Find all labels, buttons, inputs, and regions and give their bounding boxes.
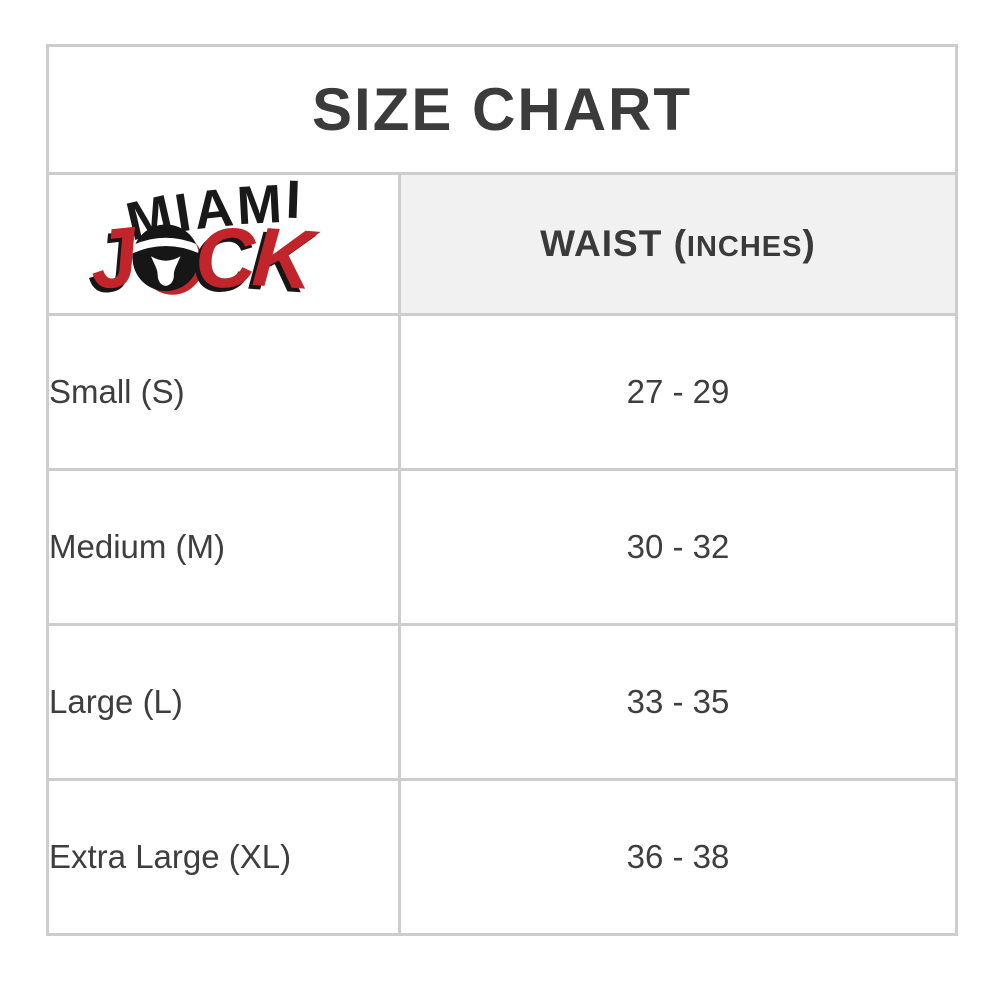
waist-unit-label: INCHES [686,231,803,263]
waist-range: 33 - 35 [398,623,958,781]
size-label: Medium (M) [46,468,401,626]
table-row: Medium (M) 30 - 32 [46,468,958,626]
jockstrap-icon [131,223,205,297]
logo-word-jock: J CK [85,208,317,308]
size-chart-table: SIZE CHART MIAMI J [46,44,958,936]
logo-letter: J [84,208,142,308]
size-chart: SIZE CHART MIAMI J [46,44,958,936]
miami-jock-logo: MIAMI J CK [85,170,360,308]
table-row: Large (L) 33 - 35 [46,623,958,781]
table-row: Extra Large (XL) 36 - 38 [46,778,958,936]
brand-logo-cell: MIAMI J CK [46,170,401,316]
size-label: Large (L) [46,623,401,781]
column-header-waist: WAIST (INCHES) [398,172,958,316]
waist-label: WAIST ( [540,223,687,264]
table-row: Small (S) 27 - 29 [46,313,958,471]
size-label: Small (S) [46,313,401,471]
logo-letter: K [249,208,317,308]
waist-range: 30 - 32 [398,468,958,626]
waist-range: 27 - 29 [398,313,958,471]
title-row: SIZE CHART [46,44,958,175]
header-row: MIAMI J CK [46,170,958,316]
logo-letter: C [193,209,258,307]
page-title: SIZE CHART [46,44,958,175]
size-label: Extra Large (XL) [46,778,401,936]
waist-range: 36 - 38 [398,778,958,936]
waist-label-close: ) [802,223,816,264]
